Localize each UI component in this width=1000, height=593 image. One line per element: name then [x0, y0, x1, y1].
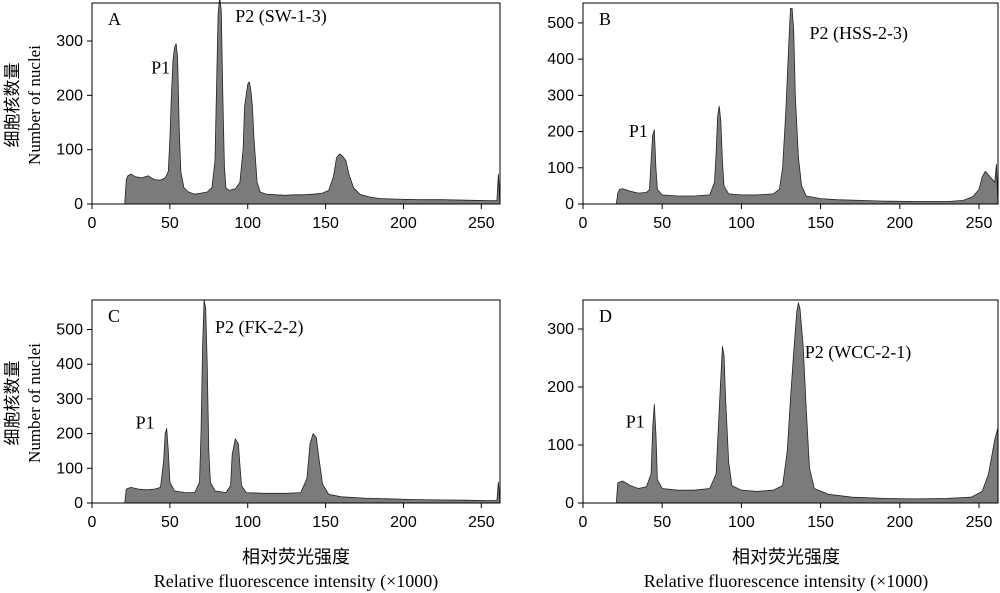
y-tick-label: 400 [56, 356, 83, 373]
ylabel-cn-bottom: 细胞核数量 [3, 361, 22, 446]
plot-frame [582, 2, 999, 205]
y-tick-label: 300 [56, 391, 83, 408]
y-tick-label: 0 [74, 495, 83, 512]
peak-annotation: P1 [629, 121, 648, 141]
plot-frame [582, 299, 999, 504]
panel-b: 0 50 100 150 200 250 0 100 200 300 400 500 B P1 P2 (HS… [547, 2, 999, 232]
xlabel-cn-right: 相对荧光强度 [732, 547, 840, 567]
x-tick-label: 150 [807, 514, 834, 531]
xlabel-cn-left: 相对荧光强度 [242, 547, 350, 567]
xlabel-en-left: Relative fluorescence intensity (×1000) [154, 571, 439, 592]
x-tick-label: 50 [161, 215, 179, 232]
plot-frame [91, 2, 501, 205]
y-tick-label: 200 [547, 124, 574, 141]
y-tick-label: 200 [56, 87, 83, 104]
x-tick-label: 50 [653, 514, 671, 531]
y-tick-label: 0 [565, 495, 574, 512]
y-tick-label: 100 [56, 460, 83, 477]
panel-label: D [599, 306, 612, 326]
y-tick-label: 400 [547, 51, 574, 68]
x-tick-label: 250 [966, 215, 993, 232]
ylabel-cn-top: 细胞核数量 [3, 63, 22, 148]
panel-label: B [599, 9, 611, 29]
x-tick-label: 50 [161, 514, 179, 531]
x-tick-label: 200 [390, 215, 417, 232]
x-tick-label: 0 [579, 514, 588, 531]
y-tick-label: 500 [547, 15, 574, 32]
x-tick-label: 250 [468, 514, 495, 531]
panel-a: 0 50 100 150 200 250 0 100 200 300 A P1 P2 (SW-1-3) [56, 0, 501, 232]
histogram-area-d [582, 302, 999, 504]
x-tick-label: 0 [579, 215, 588, 232]
peak-annotation: P2 (HSS-2-3) [810, 23, 909, 44]
y-tick-label: 100 [56, 142, 83, 159]
x-tick-label: 200 [886, 514, 913, 531]
x-tick-label: 50 [653, 215, 671, 232]
x-tick-label: 0 [88, 514, 97, 531]
ylabel-en-bottom: Number of nuclei [25, 343, 44, 463]
y-tick-label: 200 [547, 379, 574, 396]
x-tick-label: 150 [312, 215, 339, 232]
peak-annotation: P2 (WCC-2-1) [805, 342, 912, 363]
y-tick-label: 0 [74, 196, 83, 213]
x-tick-label: 150 [807, 215, 834, 232]
histogram-area-b [582, 8, 999, 205]
x-tick-label: 200 [390, 514, 417, 531]
panel-label: C [108, 306, 120, 326]
peak-annotation: P1 [626, 412, 645, 432]
peak-annotation: P2 (FK-2-2) [215, 317, 304, 338]
peak-annotation: P1 [151, 58, 170, 78]
x-tick-label: 200 [886, 215, 913, 232]
plot-frame [91, 299, 501, 504]
x-tick-label: 100 [234, 215, 261, 232]
x-tick-label: 250 [468, 215, 495, 232]
x-tick-label: 0 [88, 215, 97, 232]
panel-label: A [108, 9, 121, 29]
histogram-area-c [91, 299, 501, 504]
y-tick-label: 0 [565, 196, 574, 213]
y-tick-label: 300 [56, 33, 83, 50]
y-tick-label: 100 [547, 437, 574, 454]
x-tick-label: 100 [728, 514, 755, 531]
x-tick-label: 250 [966, 514, 993, 531]
x-tick-label: 100 [728, 215, 755, 232]
y-tick-label: 200 [56, 426, 83, 443]
histogram-area-a [91, 0, 501, 205]
xlabel-en-right: Relative fluorescence intensity (×1000) [644, 571, 929, 592]
y-tick-label: 500 [56, 321, 83, 338]
ylabel-en-top: Number of nuclei [25, 45, 44, 165]
panel-c: 0 50 100 150 200 250 0 100 200 300 400 500 C P1 P2 (FK… [56, 299, 501, 531]
y-tick-label: 300 [547, 87, 574, 104]
panel-d: 0 50 100 150 200 250 0 100 200 300 D P1 P2 (WCC-2-1) [547, 299, 999, 531]
peak-annotation: P2 (SW-1-3) [235, 6, 327, 27]
x-tick-label: 150 [312, 514, 339, 531]
peak-annotation: P1 [136, 412, 155, 432]
y-tick-label: 300 [547, 321, 574, 338]
y-tick-label: 100 [547, 160, 574, 177]
x-tick-label: 100 [234, 514, 261, 531]
